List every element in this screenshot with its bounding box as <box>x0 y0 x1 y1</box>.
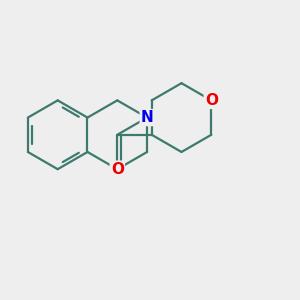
Text: O: O <box>205 93 218 108</box>
Text: O: O <box>111 162 124 177</box>
Text: N: N <box>141 110 154 125</box>
